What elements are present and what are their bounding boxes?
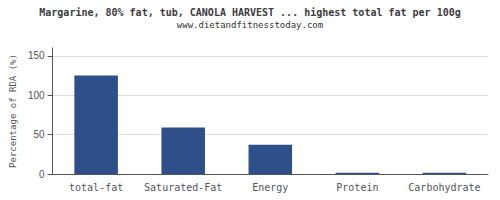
svg-text:Protein: Protein <box>336 182 378 193</box>
svg-text:150: 150 <box>28 50 45 61</box>
svg-text:Saturated-Fat: Saturated-Fat <box>144 182 222 193</box>
svg-text:Carbohydrate: Carbohydrate <box>408 182 480 193</box>
svg-text:50: 50 <box>33 129 45 140</box>
svg-text:100: 100 <box>28 90 45 101</box>
svg-text:Energy: Energy <box>252 182 288 193</box>
svg-text:0: 0 <box>39 169 45 180</box>
svg-text:Margarine, 80% fat, tub, CANOL: Margarine, 80% fat, tub, CANOLA HARVEST … <box>39 7 460 18</box>
svg-text:total-fat: total-fat <box>69 182 123 193</box>
svg-text:Percentage of RDA (%): Percentage of RDA (%) <box>8 54 18 168</box>
svg-text:www.dietandfitnesstoday.com: www.dietandfitnesstoday.com <box>177 20 323 30</box>
